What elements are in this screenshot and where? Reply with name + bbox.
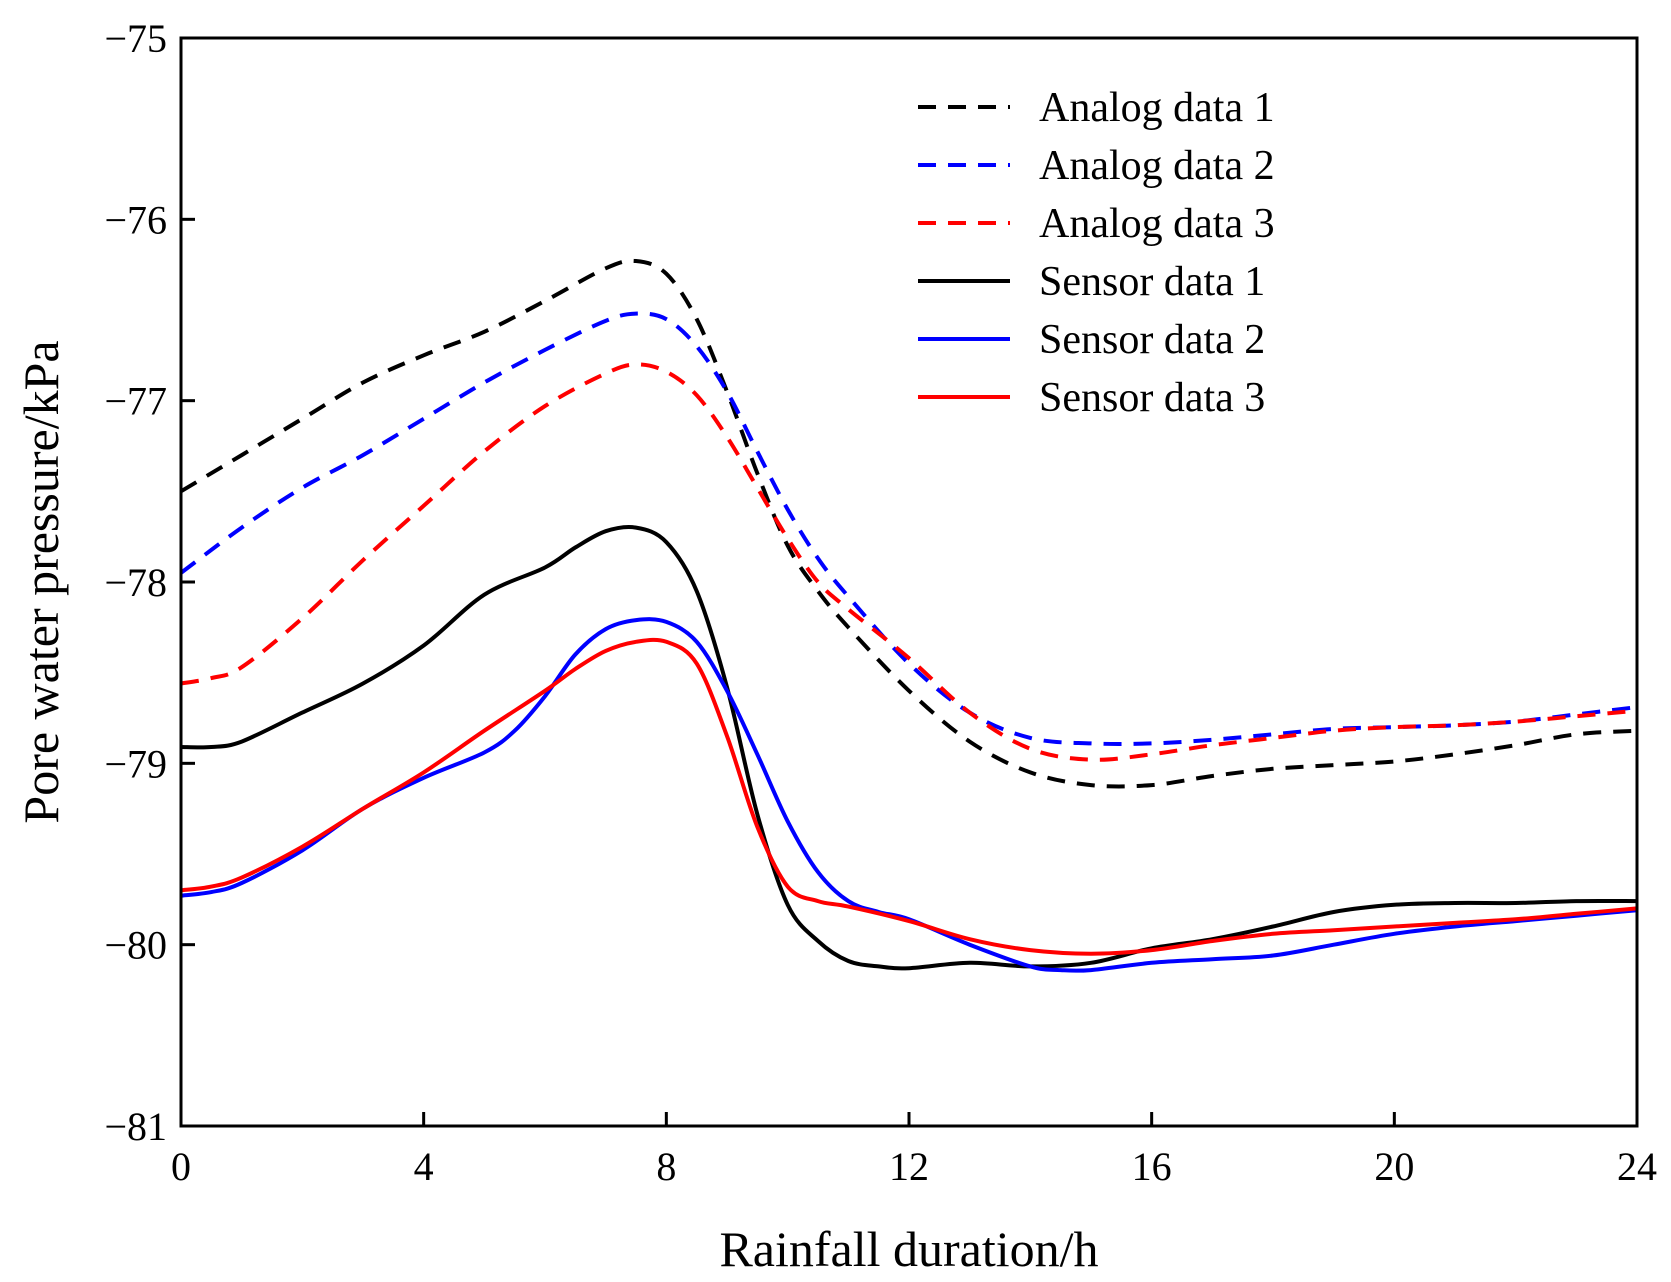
series-line-6 — [180, 637, 1638, 956]
x-tick-label: 20 — [1374, 1144, 1414, 1189]
y-axis-title: Pore water pressure/kPa — [13, 340, 69, 823]
legend-label-2: Analog data 2 — [1039, 143, 1275, 189]
x-axis-title: Rainfall duration/h — [719, 1221, 1098, 1277]
series-layer — [179, 258, 1638, 973]
x-tick-label: 8 — [656, 1144, 676, 1189]
legend: Analog data 1 Analog data 2 Analog data 3 S… — [918, 85, 1275, 421]
y-tick-label: −80 — [104, 923, 167, 968]
legend-label-3: Analog data 3 — [1039, 201, 1275, 247]
series-line-3 — [180, 362, 1638, 762]
x-tick-label: 4 — [414, 1144, 434, 1189]
x-ticks: 0 4 8 12 16 20 24 — [171, 1112, 1657, 1189]
y-tick-label: −81 — [104, 1104, 167, 1149]
y-ticks: −81 −80 −79 −78 −77 −76 −75 — [104, 16, 195, 1149]
y-tick-label: −75 — [104, 16, 167, 61]
series-line-1 — [179, 258, 1638, 789]
series-line-4 — [180, 524, 1638, 971]
y-tick-label: −76 — [104, 197, 167, 242]
legend-label-1: Analog data 1 — [1039, 85, 1275, 131]
legend-label-4: Sensor data 1 — [1039, 259, 1265, 305]
legend-label-5: Sensor data 2 — [1039, 317, 1265, 363]
series-line-5 — [180, 617, 1638, 973]
y-tick-label: −79 — [104, 741, 167, 786]
x-tick-label: 0 — [171, 1144, 191, 1189]
x-tick-label: 24 — [1617, 1144, 1657, 1189]
x-tick-label: 16 — [1132, 1144, 1172, 1189]
x-tick-label: 12 — [889, 1144, 929, 1189]
plot-frame — [179, 36, 1639, 1128]
legend-label-6: Sensor data 3 — [1039, 375, 1265, 421]
y-tick-label: −78 — [104, 560, 167, 605]
y-tick-label: −77 — [104, 379, 167, 424]
